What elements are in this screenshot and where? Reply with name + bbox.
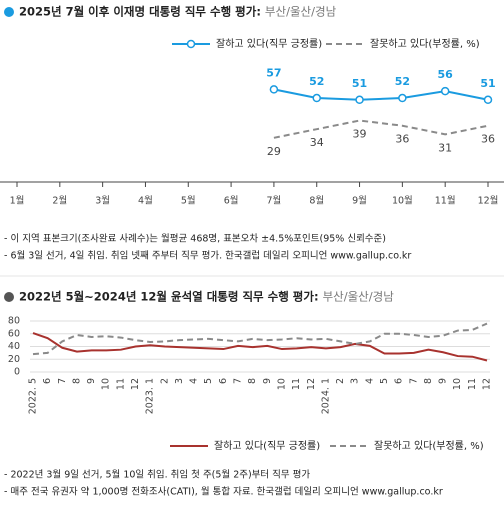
data-label: 36 (481, 133, 495, 146)
x-tick-label: 2 (159, 378, 170, 384)
x-tick-label: 6 (394, 378, 405, 384)
x-tick-label: 2022. 5 (28, 378, 39, 414)
x-tick-label: 3월 (95, 195, 110, 207)
legend-label: 잘못하고 있다(부정률, %) (370, 37, 480, 50)
x-tick-label: 1월 (10, 195, 25, 207)
legend-label: 잘하고 있다(직무 긍정률) (214, 439, 320, 452)
legend-label: 잘못하고 있다(부정률, %) (374, 439, 484, 452)
x-tick-label: 2023. 1 (145, 378, 156, 414)
point (269, 85, 279, 94)
x-tick-label: 12 (130, 378, 141, 390)
series-line (32, 322, 488, 356)
data-label: 57 (266, 66, 281, 79)
note: - 2022년 3월 9일 선거, 5월 10일 취임. 취임 첫 주(5월 2… (4, 469, 310, 481)
chart-subtitle: 부산/울산/경남 (265, 5, 337, 19)
x-tick-label: 6월 (224, 195, 239, 207)
legend-label: 잘하고 있다(직무 긍정률) (216, 37, 322, 50)
x-tick-label: 2월 (52, 195, 67, 207)
legend-marker (186, 39, 196, 49)
x-tick-label: 3 (350, 378, 361, 384)
x-tick-label: 5 (203, 378, 214, 384)
title-bullet (4, 292, 14, 302)
y-tick-label: 40 (8, 341, 20, 352)
point (355, 95, 364, 105)
data-label: 51 (352, 77, 367, 90)
data-label: 56 (438, 68, 454, 81)
x-tick-label: 9 (86, 378, 97, 384)
x-tick-label: 7 (57, 378, 68, 384)
series-line (273, 88, 489, 101)
chart-subtitle: 부산/울산/경남 (323, 290, 395, 304)
x-tick-label: 7 (233, 378, 244, 384)
x-tick-label: 2024. 1 (320, 378, 331, 414)
x-tick-label: 11 (115, 378, 126, 390)
x-tick-label: 4월 (138, 195, 153, 207)
chart-title: 2025년 7월 이후 이재명 대통령 직무 수행 평가: (19, 5, 261, 19)
data-label: 29 (267, 145, 281, 158)
y-tick-label: 20 (8, 354, 20, 365)
x-tick-label: 11월 (435, 195, 456, 207)
note: - 매주 전국 유권자 약 1,000명 전화조사(CATI), 월 통합 자료… (4, 486, 443, 498)
note: - 이 지역 표본크기(조사완료 사례수)는 월평균 468명, 표본오차 ±4… (4, 233, 386, 245)
x-tick-label: 10 (276, 378, 287, 390)
x-tick-label: 4 (364, 378, 375, 384)
x-tick-label: 5 (379, 378, 390, 384)
x-tick-label: 12 (482, 378, 493, 390)
data-label: 52 (309, 75, 324, 88)
x-tick-label: 11 (467, 378, 478, 390)
x-tick-label: 9 (438, 378, 449, 384)
x-tick-label: 4 (189, 378, 200, 384)
data-label: 52 (395, 75, 410, 88)
y-tick-label: 0 (14, 367, 20, 378)
x-tick-label: 3 (174, 378, 185, 384)
x-tick-label: 8 (247, 378, 258, 384)
x-tick-label: 6 (42, 378, 53, 384)
title-bullet (4, 7, 14, 17)
x-tick-label: 10월 (392, 195, 413, 207)
x-tick-label: 7월 (267, 195, 282, 207)
point (398, 93, 407, 103)
x-tick-label: 9 (262, 378, 273, 384)
point (312, 93, 321, 103)
series-line (32, 332, 488, 362)
series-line (273, 119, 489, 139)
data-label: 51 (480, 77, 495, 90)
x-tick-label: 6 (218, 378, 229, 384)
point (483, 95, 493, 105)
x-tick-label: 11 (291, 378, 302, 390)
data-label: 39 (353, 128, 367, 141)
y-tick-label: 80 (8, 316, 20, 327)
chart-title: 2022년 5월~2024년 12월 윤석열 대통령 직무 수행 평가: (19, 290, 319, 304)
y-tick-label: 60 (8, 328, 20, 339)
note: - 6월 3일 선거, 4일 취임. 취임 넷째 주부터 직무 평가. 한국갤럽… (4, 250, 411, 262)
x-tick-label: 10 (452, 378, 463, 390)
point (440, 86, 450, 96)
x-tick-label: 5월 (181, 195, 196, 207)
x-tick-label: 10 (101, 378, 112, 390)
x-tick-label: 12 (306, 378, 317, 390)
data-label: 31 (438, 141, 452, 154)
data-label: 36 (395, 133, 409, 146)
x-tick-label: 9월 (352, 195, 367, 207)
x-tick-label: 8 (423, 378, 434, 384)
x-tick-label: 8월 (309, 195, 324, 207)
x-tick-label: 12월 (478, 195, 499, 207)
x-tick-label: 2 (335, 378, 346, 384)
x-tick-label: 8 (71, 378, 82, 384)
data-label: 34 (310, 136, 324, 149)
x-tick-label: 7 (408, 378, 419, 384)
